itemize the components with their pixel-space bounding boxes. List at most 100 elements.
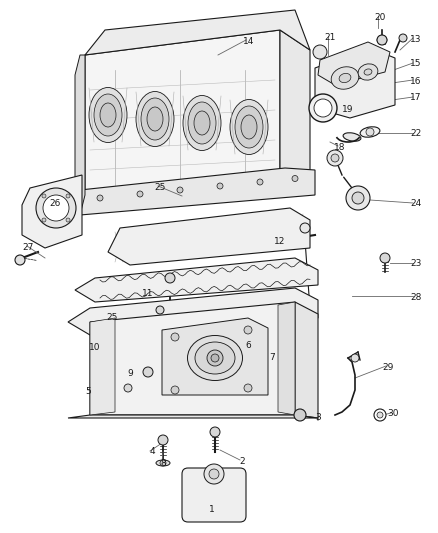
- Circle shape: [97, 195, 103, 201]
- Circle shape: [377, 412, 383, 418]
- Circle shape: [294, 409, 306, 421]
- Ellipse shape: [136, 92, 174, 147]
- Circle shape: [66, 194, 70, 198]
- Circle shape: [327, 150, 343, 166]
- Polygon shape: [80, 168, 315, 215]
- Circle shape: [292, 175, 298, 182]
- Ellipse shape: [241, 115, 257, 139]
- Ellipse shape: [89, 87, 127, 142]
- Ellipse shape: [230, 100, 268, 155]
- Circle shape: [309, 94, 337, 122]
- Text: 25: 25: [106, 312, 118, 321]
- Circle shape: [209, 469, 219, 479]
- Circle shape: [143, 367, 153, 377]
- Text: 5: 5: [85, 387, 91, 397]
- Text: 14: 14: [244, 36, 254, 45]
- Text: 7: 7: [269, 353, 275, 362]
- Ellipse shape: [360, 127, 380, 137]
- Polygon shape: [278, 302, 295, 415]
- Text: 19: 19: [342, 104, 354, 114]
- Text: 4: 4: [149, 448, 155, 456]
- Circle shape: [244, 384, 252, 392]
- Text: 10: 10: [89, 343, 101, 352]
- Text: 24: 24: [410, 199, 422, 208]
- Circle shape: [380, 253, 390, 263]
- Text: 16: 16: [410, 77, 422, 85]
- Circle shape: [160, 460, 166, 466]
- Text: 12: 12: [274, 238, 286, 246]
- Text: 30: 30: [387, 409, 399, 418]
- Polygon shape: [90, 318, 115, 415]
- Circle shape: [331, 154, 339, 162]
- Text: 22: 22: [410, 130, 422, 139]
- Polygon shape: [318, 42, 390, 85]
- Circle shape: [313, 45, 327, 59]
- Polygon shape: [295, 302, 318, 418]
- Ellipse shape: [94, 94, 122, 136]
- Circle shape: [137, 191, 143, 197]
- Ellipse shape: [194, 111, 210, 135]
- Text: 26: 26: [49, 199, 61, 208]
- Text: 13: 13: [410, 36, 422, 44]
- Polygon shape: [75, 55, 85, 215]
- Ellipse shape: [339, 74, 351, 83]
- Circle shape: [165, 273, 175, 283]
- Circle shape: [351, 354, 359, 362]
- Polygon shape: [108, 208, 310, 265]
- Polygon shape: [85, 30, 280, 195]
- Polygon shape: [162, 318, 268, 395]
- Text: 27: 27: [22, 243, 34, 252]
- Polygon shape: [90, 302, 295, 415]
- Circle shape: [171, 333, 179, 341]
- Polygon shape: [280, 30, 310, 195]
- Text: 8: 8: [160, 459, 166, 469]
- Text: 23: 23: [410, 260, 422, 269]
- Circle shape: [156, 306, 164, 314]
- Circle shape: [210, 427, 220, 437]
- Text: 11: 11: [142, 289, 154, 298]
- Ellipse shape: [235, 106, 263, 148]
- Circle shape: [158, 435, 168, 445]
- Text: 25: 25: [154, 182, 166, 191]
- Ellipse shape: [195, 342, 235, 374]
- Circle shape: [377, 35, 387, 45]
- Polygon shape: [315, 48, 395, 118]
- Polygon shape: [68, 288, 318, 335]
- Circle shape: [314, 99, 332, 117]
- Circle shape: [346, 186, 370, 210]
- Polygon shape: [85, 10, 310, 55]
- Ellipse shape: [188, 102, 216, 144]
- Text: 17: 17: [410, 93, 422, 102]
- Text: 15: 15: [410, 60, 422, 69]
- Circle shape: [366, 128, 374, 136]
- Ellipse shape: [100, 103, 116, 127]
- Text: 21: 21: [324, 33, 336, 42]
- Circle shape: [177, 187, 183, 193]
- Polygon shape: [68, 415, 318, 418]
- Circle shape: [374, 409, 386, 421]
- Circle shape: [124, 384, 132, 392]
- Ellipse shape: [141, 98, 169, 140]
- Circle shape: [204, 464, 224, 484]
- Circle shape: [352, 192, 364, 204]
- Polygon shape: [22, 175, 82, 248]
- Circle shape: [207, 350, 223, 366]
- Text: 1: 1: [209, 505, 215, 514]
- Text: 18: 18: [334, 142, 346, 151]
- Polygon shape: [75, 258, 318, 302]
- Ellipse shape: [147, 107, 163, 131]
- Circle shape: [36, 188, 76, 228]
- Ellipse shape: [364, 69, 372, 75]
- Text: 2: 2: [239, 457, 245, 466]
- Circle shape: [211, 354, 219, 362]
- Circle shape: [171, 386, 179, 394]
- Ellipse shape: [331, 67, 359, 89]
- Circle shape: [217, 183, 223, 189]
- Circle shape: [15, 255, 25, 265]
- Text: 6: 6: [245, 342, 251, 351]
- Circle shape: [399, 34, 407, 42]
- Ellipse shape: [343, 133, 361, 141]
- Circle shape: [43, 195, 69, 221]
- Circle shape: [42, 194, 46, 198]
- Text: 20: 20: [374, 12, 386, 21]
